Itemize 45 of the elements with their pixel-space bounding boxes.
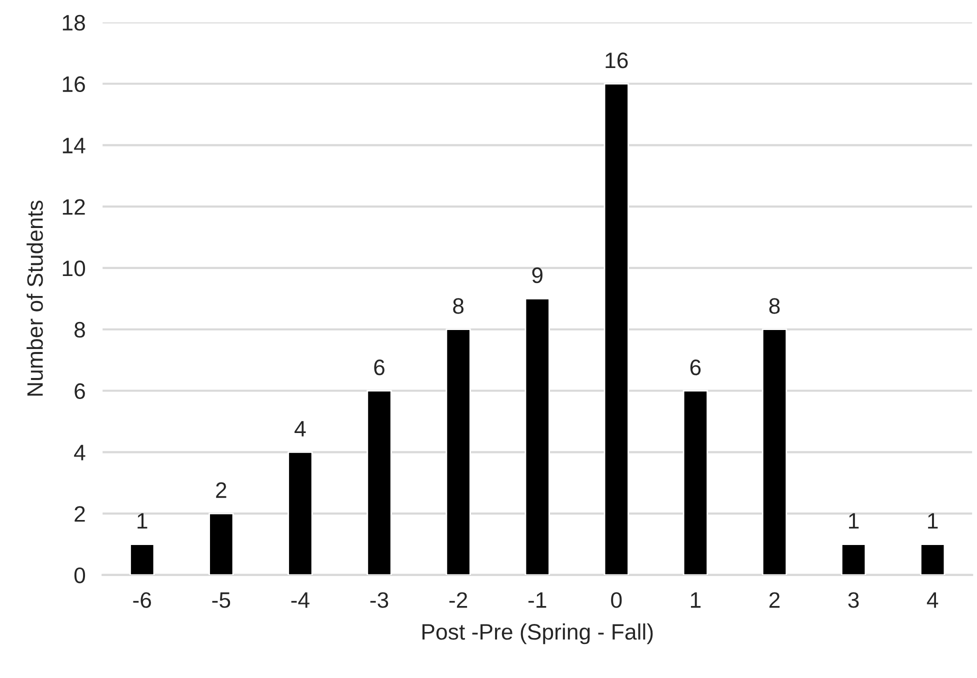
- y-tick-label: 6: [74, 383, 85, 400]
- y-tick-label: 14: [62, 138, 86, 154]
- bar: [682, 390, 708, 575]
- bar: [130, 544, 155, 575]
- x-tick-label: 0: [611, 592, 622, 608]
- data-label: 8: [769, 298, 780, 314]
- x-axis-title: Post -Pre (Spring - Fall): [422, 623, 653, 644]
- y-tick-label: 4: [74, 444, 86, 460]
- x-tick-label: -1: [528, 592, 546, 608]
- x-tick-label: 2: [769, 592, 780, 608]
- y-tick-label: 0: [74, 567, 86, 584]
- data-label: 1: [928, 513, 938, 529]
- bar: [366, 390, 392, 575]
- x-tick-label: 1: [690, 592, 701, 608]
- x-tick-label: -3: [370, 592, 388, 608]
- data-label: 6: [374, 360, 384, 376]
- y-tick-label: 16: [62, 76, 85, 92]
- data-label: 1: [849, 513, 859, 529]
- data-label: 2: [216, 482, 226, 498]
- y-tick-label: 8: [74, 322, 85, 338]
- x-tick-label: 3: [848, 592, 859, 608]
- data-label: 4: [294, 421, 306, 436]
- bar: [446, 328, 471, 575]
- x-tick-label: 4: [926, 592, 938, 608]
- y-tick-label: 10: [62, 260, 86, 276]
- x-tick-label: -2: [449, 592, 468, 608]
- data-label: 1: [138, 513, 148, 529]
- x-tick-label: -5: [212, 592, 230, 608]
- bar: [840, 544, 866, 575]
- bar: [604, 83, 629, 575]
- y-axis-title: Number of Students: [26, 200, 43, 396]
- y-tick-label: 2: [74, 506, 85, 522]
- x-tick-label: -4: [291, 592, 310, 608]
- bar: [762, 328, 788, 575]
- data-label: 16: [606, 52, 628, 68]
- bar: [288, 451, 313, 575]
- data-label: 6: [690, 360, 701, 376]
- data-label: 8: [453, 298, 464, 314]
- y-tick-label: 12: [62, 199, 85, 215]
- bar: [920, 544, 946, 575]
- x-tick-label: -6: [133, 592, 152, 608]
- bar: [208, 512, 234, 575]
- bar: [524, 298, 550, 575]
- y-tick-label: 18: [62, 14, 85, 31]
- data-label: 9: [532, 267, 542, 284]
